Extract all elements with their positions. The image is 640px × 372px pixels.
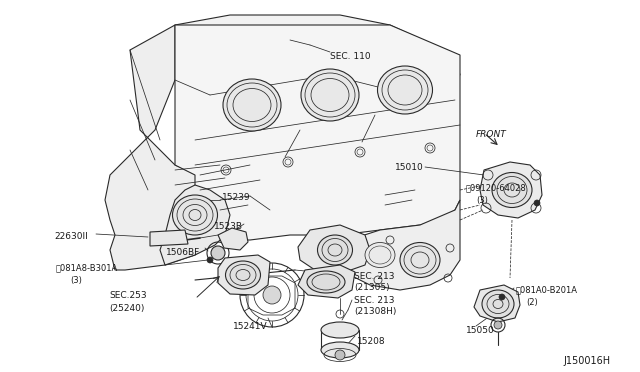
- Ellipse shape: [492, 173, 532, 208]
- Circle shape: [211, 246, 225, 260]
- Ellipse shape: [223, 79, 281, 131]
- Ellipse shape: [321, 342, 359, 358]
- Circle shape: [494, 321, 502, 329]
- Text: 15241V: 15241V: [233, 322, 268, 331]
- Ellipse shape: [321, 322, 359, 338]
- Text: 15010: 15010: [395, 163, 424, 172]
- Circle shape: [534, 200, 540, 206]
- Text: SEC. 213: SEC. 213: [354, 272, 394, 281]
- Polygon shape: [474, 285, 520, 322]
- Polygon shape: [298, 225, 370, 272]
- Ellipse shape: [365, 243, 395, 267]
- Circle shape: [335, 350, 345, 360]
- Text: SEC. 110: SEC. 110: [330, 52, 371, 61]
- Text: 15208: 15208: [357, 337, 386, 346]
- Text: (21308H): (21308H): [354, 307, 396, 316]
- Ellipse shape: [482, 290, 514, 318]
- Text: 1523B: 1523B: [214, 222, 243, 231]
- Polygon shape: [150, 230, 188, 246]
- Polygon shape: [480, 162, 542, 218]
- Text: (3): (3): [70, 276, 82, 285]
- Text: 15239: 15239: [222, 193, 251, 202]
- Text: 22630II: 22630II: [54, 232, 88, 241]
- Polygon shape: [160, 185, 230, 265]
- Polygon shape: [105, 25, 220, 270]
- Ellipse shape: [225, 261, 260, 289]
- Text: (3): (3): [476, 196, 488, 205]
- Text: 1506BF: 1506BF: [166, 248, 200, 257]
- Ellipse shape: [173, 195, 218, 235]
- Circle shape: [207, 257, 213, 263]
- Text: Ⓑ081A8-B301A: Ⓑ081A8-B301A: [56, 263, 118, 272]
- Polygon shape: [298, 265, 355, 298]
- Circle shape: [499, 294, 505, 300]
- Polygon shape: [340, 200, 460, 290]
- Polygon shape: [218, 228, 248, 250]
- Circle shape: [263, 286, 281, 304]
- Text: 15050: 15050: [466, 326, 495, 335]
- Polygon shape: [218, 255, 270, 295]
- Text: FRONT: FRONT: [476, 130, 507, 139]
- Ellipse shape: [307, 271, 345, 293]
- Ellipse shape: [301, 69, 359, 121]
- Polygon shape: [175, 25, 460, 240]
- Text: (2): (2): [526, 298, 538, 307]
- Text: SEC.253: SEC.253: [109, 291, 147, 300]
- Ellipse shape: [317, 235, 353, 265]
- Ellipse shape: [378, 66, 433, 114]
- Polygon shape: [175, 15, 460, 95]
- Text: (21305): (21305): [354, 283, 390, 292]
- Text: (25240): (25240): [109, 304, 145, 313]
- Text: Ⓑ09120-64028: Ⓑ09120-64028: [466, 183, 527, 192]
- Ellipse shape: [400, 243, 440, 278]
- Text: Ⓑ081A0-B201A: Ⓑ081A0-B201A: [516, 285, 578, 294]
- Text: J150016H: J150016H: [563, 356, 610, 366]
- Text: SEC. 213: SEC. 213: [354, 296, 394, 305]
